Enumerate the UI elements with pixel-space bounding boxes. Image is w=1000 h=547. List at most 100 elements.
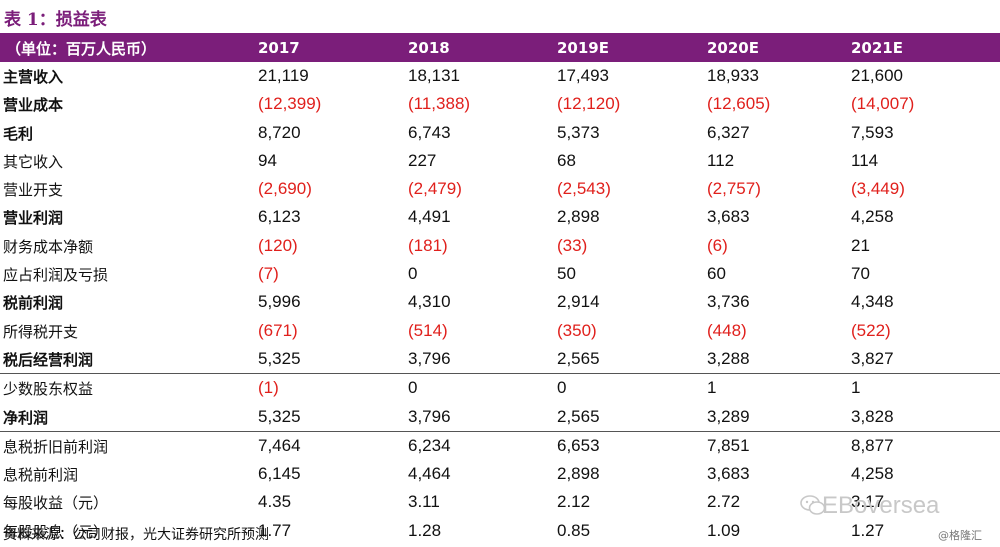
cell-value: (1)	[258, 378, 279, 398]
cell-value: 114	[851, 150, 879, 170]
cell-value: 1.77	[258, 520, 292, 540]
cell-value: (2,543)	[557, 179, 611, 199]
row-label: 每股收益（元）	[3, 494, 109, 513]
cell-value: 21	[851, 235, 870, 255]
cell-value: 6,234	[408, 435, 451, 455]
source-note: 资料来源：公司财报，光大证券研究所预测	[3, 527, 269, 543]
cell-value: (14,007)	[851, 94, 915, 114]
cell-value: 4,491	[408, 207, 451, 227]
cell-value: 50	[557, 264, 576, 284]
table-row: 每股收益（元） 4.35 3.11 2.12 2.72 3.17	[0, 488, 1000, 516]
cell-value: 5,325	[258, 348, 301, 368]
cell-value: 4.35	[258, 492, 292, 512]
cell-value: 0	[557, 378, 567, 398]
cell-value: (6)	[707, 235, 728, 255]
row-label: 主营收入	[3, 68, 64, 86]
cell-value: (12,605)	[707, 94, 771, 114]
cell-value: (3,449)	[851, 179, 905, 199]
cell-value: 3,828	[851, 406, 894, 426]
row-label: 税前利润	[3, 294, 64, 313]
cell-value: (12,399)	[258, 94, 322, 114]
cell-value: 3.17	[851, 492, 885, 512]
cell-value: (7)	[258, 264, 279, 284]
row-label: 息税前利润	[3, 466, 79, 485]
cell-value: (2,690)	[258, 179, 312, 199]
cell-value: 21,119	[258, 66, 309, 85]
year-header: 2019E	[557, 39, 609, 57]
cell-value: 3,736	[707, 292, 750, 312]
cell-value: 5,325	[258, 406, 301, 426]
row-label: 每股股息（元）	[3, 522, 109, 541]
cell-value: (181)	[408, 235, 448, 255]
cell-value: (120)	[258, 235, 298, 255]
table-row: 财务成本净额 (120) (181) (33) (6) 21	[0, 232, 1000, 260]
table-row: 营业利润 6,123 4,491 2,898 3,683 4,258	[0, 203, 1000, 231]
cell-value: (12,120)	[557, 94, 621, 114]
cell-value: 2.72	[707, 492, 741, 512]
year-header: 2017	[258, 39, 300, 57]
cell-value: 5,996	[258, 292, 301, 312]
cell-value: 2,914	[557, 292, 600, 312]
table-row: 主营收入 21,119 18,131 17,493 18,933 21,600	[0, 62, 1000, 90]
cell-value: 4,258	[851, 207, 894, 227]
cell-value: 3,289	[707, 406, 750, 426]
cell-value: 7,851	[707, 435, 750, 455]
cell-value: 3,288	[707, 348, 750, 368]
table-row: 息税折旧前利润 7,464 6,234 6,653 7,851 8,877	[0, 430, 1000, 460]
cell-value: 3,683	[707, 464, 750, 484]
copyright-text: @格隆汇	[938, 529, 982, 542]
cell-value: 1.27	[851, 520, 885, 540]
cell-value: 3,683	[707, 207, 750, 227]
row-label: 税后经营利润	[3, 350, 94, 369]
cell-value: (671)	[258, 320, 298, 340]
year-header: 2018	[408, 39, 450, 57]
cell-value: 6,123	[258, 207, 301, 227]
row-label: 营业成本	[3, 96, 64, 115]
table-row: 应占利润及亏损 (7) 0 50 60 70	[0, 260, 1000, 288]
row-label: 应占利润及亏损	[3, 266, 109, 285]
cell-value: 1.09	[707, 520, 741, 540]
table-row: 毛利 8,720 6,743 5,373 6,327 7,593	[0, 119, 1000, 147]
row-label: 营业开支	[3, 181, 64, 200]
cell-value: 4,310	[408, 292, 451, 312]
row-label: 少数股东权益	[3, 380, 94, 399]
table-row: 营业开支 (2,690) (2,479) (2,543) (2,757) (3,449)	[0, 175, 1000, 203]
cell-value: 4,258	[851, 464, 894, 484]
row-label: 息税折旧前利润	[3, 437, 109, 456]
table-body: 主营收入 21,119 18,131 17,493 18,933 21,600 营业成本 (1…	[0, 62, 1000, 545]
row-label: 其它收入	[3, 152, 64, 171]
cell-value: 3,796	[408, 348, 451, 368]
row-label: 净利润	[3, 408, 49, 427]
cell-value: (2,757)	[707, 179, 761, 199]
table-row: 税前利润 5,996 4,310 2,914 3,736 4,348	[0, 288, 1000, 316]
table-header: （单位：百万人民币） 2017 2018 2019E 2020E 2021E	[0, 33, 1000, 62]
cell-value: 2,565	[557, 406, 600, 426]
cell-value: 8,877	[851, 435, 894, 455]
cell-value: 2,898	[557, 464, 600, 484]
cell-value: 6,145	[258, 464, 301, 484]
cell-value: (350)	[557, 320, 597, 340]
table-row: 净利润 5,325 3,796 2,565 3,289 3,828	[0, 403, 1000, 431]
cell-value: (2,479)	[408, 179, 462, 199]
cell-value: 2,565	[557, 348, 600, 368]
cell-value: 60	[707, 264, 726, 284]
cell-value: 18,933	[707, 66, 759, 85]
cell-value: 7,464	[258, 435, 301, 455]
cell-value: 2,898	[557, 207, 600, 227]
cell-value: 0	[408, 264, 418, 284]
row-label: 毛利	[3, 124, 34, 143]
cell-value: 227	[408, 150, 437, 170]
cell-value: (11,388)	[408, 94, 471, 114]
table-row: 税后经营利润 5,325 3,796 2,565 3,288 3,827	[0, 345, 1000, 373]
cell-value: 3.11	[408, 492, 440, 512]
cell-value: 94	[258, 150, 277, 170]
cell-value: 8,720	[258, 122, 301, 142]
cell-value: 4,348	[851, 292, 894, 312]
cell-value: 1.28	[408, 520, 442, 540]
year-header: 2021E	[851, 39, 903, 57]
cell-value: (33)	[557, 235, 588, 255]
table-row: 每股股息（元） 1.77 1.28 0.85 1.09 1.27	[0, 517, 1000, 545]
unit-label: （单位：百万人民币）	[6, 40, 157, 58]
watermark-text: EBoversea	[822, 492, 940, 519]
table-row: 所得税开支 (671) (514) (350) (448) (522)	[0, 317, 1000, 345]
